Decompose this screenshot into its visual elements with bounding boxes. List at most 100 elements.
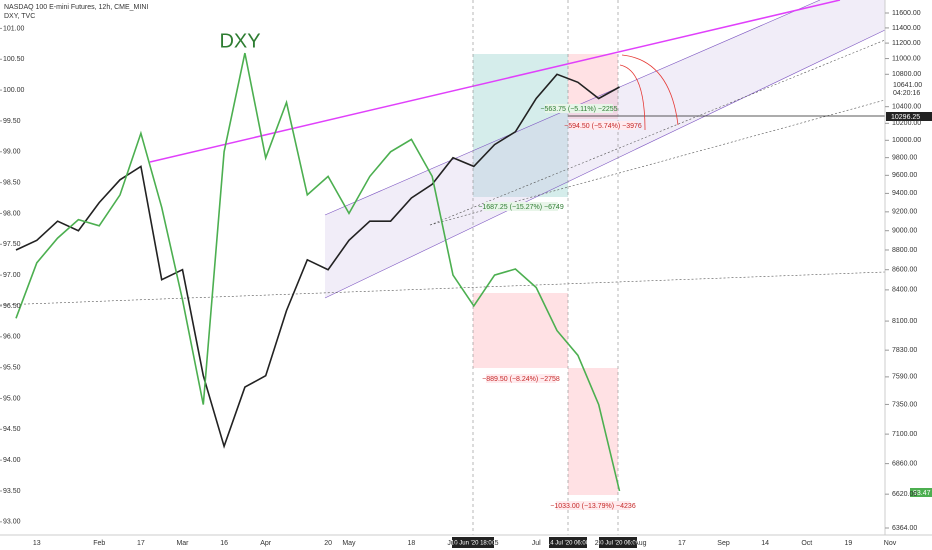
y-tick-label: 95.50 xyxy=(3,364,21,371)
channel-line xyxy=(324,29,886,299)
y2-tick-label: 10400.00 xyxy=(892,104,921,111)
y2-tick-label: 7350.00 xyxy=(892,401,917,408)
channel xyxy=(325,0,885,298)
date-tag xyxy=(599,537,637,548)
x-tick-label: 16 xyxy=(220,540,228,547)
date-label: 10 Jun '20 18:00 xyxy=(451,541,496,547)
price-label: 10296.25 xyxy=(891,114,920,121)
countdown: 04:20:16 xyxy=(893,90,920,97)
y2-tick-label: 10200.00 xyxy=(892,120,921,127)
y-tick-label: 93.50 xyxy=(3,488,21,495)
y2-tick-label: 11400.00 xyxy=(892,25,921,32)
plot xyxy=(15,52,621,492)
y2-tick-label: 6364.00 xyxy=(892,525,917,532)
x-tick-label: 18 xyxy=(407,540,415,547)
x-tick-label: Mar xyxy=(176,540,189,547)
y-tick-label: 99.00 xyxy=(3,149,21,156)
y2-tick-label: 10000.00 xyxy=(892,137,921,144)
x-tick-label: May xyxy=(342,540,356,547)
label-bg xyxy=(545,104,613,113)
y-tick-label: 97.00 xyxy=(3,272,21,279)
y2-tick-label: 9200.00 xyxy=(892,209,917,216)
x-tick-label: Jul xyxy=(532,540,541,547)
y2-tick-label: 11600.00 xyxy=(892,10,921,17)
legend-entry: NASDAQ 100 E-mini Futures, 12h, CME_MINI xyxy=(4,4,148,11)
arrow xyxy=(621,54,679,126)
annotation: −594.50 (−5.74%) −3976 xyxy=(564,123,642,130)
y-tick-label: 99.50 xyxy=(3,118,21,125)
legend-entry: DXY, TVC xyxy=(4,13,35,20)
label-bg xyxy=(484,202,558,211)
y2-tick-label: 11000.00 xyxy=(892,55,921,62)
y2-tick-label: 11200.00 xyxy=(892,40,921,47)
label-bg xyxy=(486,374,556,383)
series-line xyxy=(15,52,621,492)
price-tag xyxy=(886,112,932,121)
y-tick-label: 98.00 xyxy=(3,210,21,217)
y-tick-label: 95.00 xyxy=(3,395,21,402)
x-tick-label: 15 xyxy=(491,540,499,547)
y2-tick-label: 9000.00 xyxy=(892,228,917,235)
x-tick-label: Oct xyxy=(801,540,812,547)
x-tick-label: Sep xyxy=(717,540,730,547)
x-tick-label: Nov xyxy=(884,540,897,547)
x-tick-label: 17 xyxy=(137,540,145,547)
x-tick-label: Apr xyxy=(260,540,272,547)
x-tick-label: Feb xyxy=(93,540,105,547)
y2-tick-label: 6620.00 xyxy=(892,491,917,498)
y2-tick-label: 7830.00 xyxy=(892,347,917,354)
y-tick-label: 94.00 xyxy=(3,457,21,464)
date-tag xyxy=(549,537,587,548)
trend-line xyxy=(429,39,886,226)
x-tick-label: 20 xyxy=(595,540,603,547)
y2-tick-label: 8100.00 xyxy=(892,318,917,325)
y2-tick-label: 8400.00 xyxy=(892,287,917,294)
x-tick-label: 17 xyxy=(678,540,686,547)
y-tick-label: 93.00 xyxy=(3,519,21,526)
y2-tick-label: 8800.00 xyxy=(892,247,917,254)
y2-tick-label: 6860.00 xyxy=(892,460,917,467)
y2-tick-label: 9600.00 xyxy=(892,172,917,179)
y-tick-label: 94.50 xyxy=(3,426,21,433)
y2-tick-label: 9400.00 xyxy=(892,190,917,197)
price-tag xyxy=(886,80,932,98)
arrow xyxy=(619,64,646,131)
y-tick-label: 96.00 xyxy=(3,334,21,341)
annotation: −563.75 (−5.11%) −2255 xyxy=(540,106,617,113)
trend-line xyxy=(429,99,886,226)
y-tick-label: 97.50 xyxy=(3,241,21,248)
price-label: 93.47 xyxy=(913,490,931,497)
annotation: DXY xyxy=(219,30,260,52)
label-bg xyxy=(556,501,630,510)
x-tick-label: Jun xyxy=(447,540,458,547)
trend-line xyxy=(149,0,841,163)
x-tick-label: 13 xyxy=(33,540,41,547)
annotation: −1687.25 (−15.27%) −6749 xyxy=(478,204,564,211)
y2-tick-label: 9800.00 xyxy=(892,154,917,161)
annotation: −889.50 (−8.24%) −2758 xyxy=(482,376,560,383)
x-tick-label: 19 xyxy=(844,540,852,547)
x-tick-label: 20 xyxy=(324,540,332,547)
y2-tick-label: 10800.00 xyxy=(892,71,921,78)
y-tick-label: 101.00 xyxy=(3,25,25,32)
price-label: 10641.00 xyxy=(893,82,922,89)
annotation: −1033.00 (−13.79%) −4236 xyxy=(550,503,636,510)
trend-line xyxy=(0,271,886,306)
measure-box xyxy=(473,54,568,197)
date-label: 14 Jul '20 06:00 xyxy=(547,541,590,547)
y-tick-label: 100.50 xyxy=(3,56,25,63)
y-tick-label: 98.50 xyxy=(3,179,21,186)
y2-tick-label: 7590.00 xyxy=(892,374,917,381)
y2-tick-label: 7100.00 xyxy=(892,431,917,438)
date-tag xyxy=(452,537,494,548)
date-label: 30 Jul '20 06:00 xyxy=(597,541,640,547)
price-tag xyxy=(910,488,932,497)
measure-box xyxy=(568,368,618,495)
x-tick-label: 14 xyxy=(761,540,769,547)
series-line xyxy=(15,73,620,449)
label-bg xyxy=(570,121,636,130)
y2-tick-label: 8600.00 xyxy=(892,267,917,274)
x-tick-label: Aug xyxy=(634,540,647,547)
